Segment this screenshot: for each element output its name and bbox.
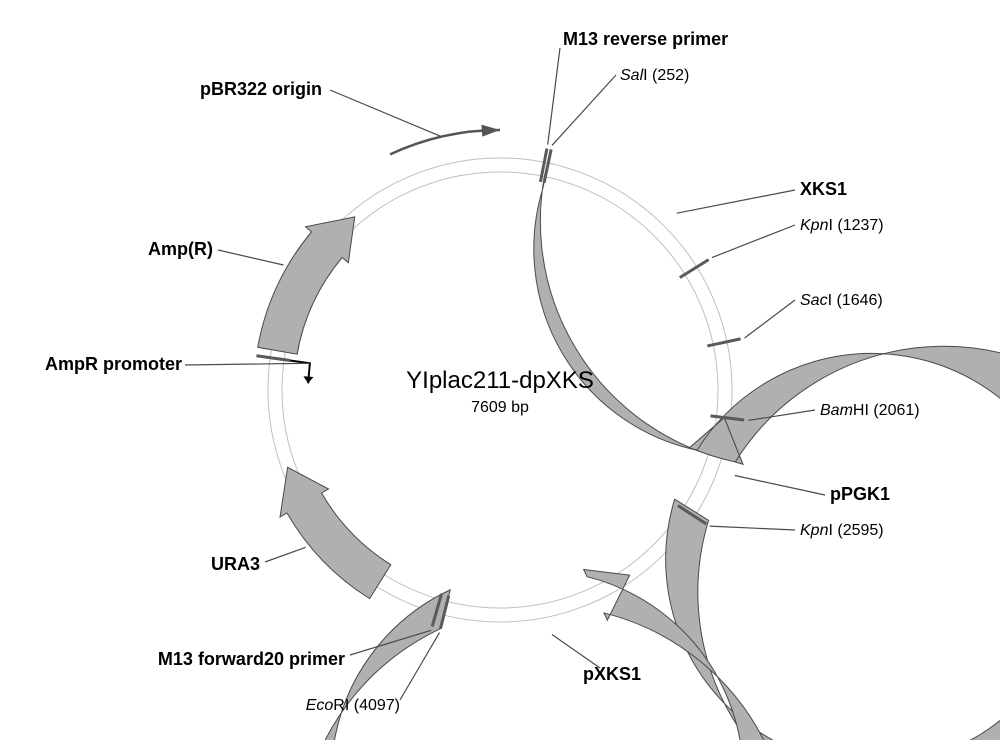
ecori-label: EcoRI (4097) <box>306 697 400 714</box>
xks1-label: XKS1 <box>800 179 847 199</box>
sali-label: SalI (252) <box>620 67 689 84</box>
ppgk1-label: pPGK1 <box>830 484 890 504</box>
arc-AmpR <box>258 217 355 354</box>
plasmid-map: YIplac211-dpXKS 7609 bp M13 reverse prim… <box>0 0 1000 740</box>
bamhi-label: BamHI (2061) <box>820 402 920 419</box>
arc-URA3 <box>280 467 391 598</box>
ura3-label: URA3 <box>211 554 260 574</box>
pxks1-label: pXKS1 <box>583 664 641 684</box>
kpni-2595-label: KpnI (2595) <box>800 522 884 539</box>
ampr-promoter-label: AmpR promoter <box>45 354 182 374</box>
kpni-1237-label: KpnI (1237) <box>800 217 884 234</box>
ampr-label: Amp(R) <box>148 239 213 259</box>
pbr322-origin-arc <box>390 125 500 155</box>
m13-reverse-label: M13 reverse primer <box>563 29 728 49</box>
m13-forward-label: M13 forward20 primer <box>158 649 345 669</box>
pbr322-label: pBR322 origin <box>200 79 322 99</box>
plasmid-size: 7609 bp <box>471 399 529 416</box>
plasmid-name: YIplac211-dpXKS <box>406 367 594 394</box>
feature-arcs <box>258 149 1000 740</box>
saci-label: SacI (1646) <box>800 292 883 309</box>
